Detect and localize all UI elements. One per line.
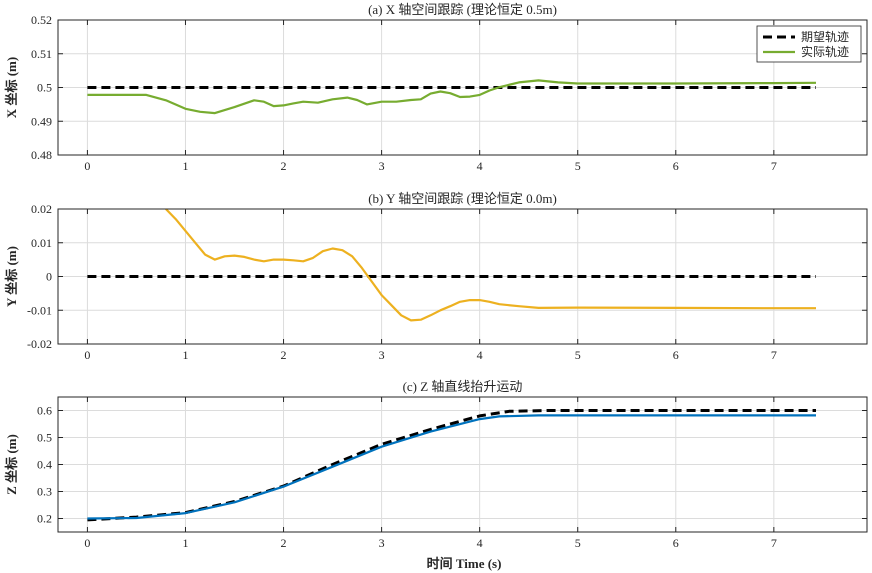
y-tick-label: 0.49 — [31, 114, 52, 128]
x-tick-label: 4 — [477, 348, 483, 362]
y-tick-label: 0.4 — [37, 458, 52, 472]
x-tick-label: 7 — [771, 536, 777, 550]
subplot-title: (b) Y 轴空间跟踪 (理论恒定 0.0m) — [368, 191, 557, 206]
subplot-title: (c) Z 轴直线抬升运动 — [403, 379, 523, 394]
x-tick-label: 0 — [84, 536, 90, 550]
x-tick-label: 3 — [379, 348, 385, 362]
x-tick-label: 7 — [771, 348, 777, 362]
x-tick-label: 1 — [182, 348, 188, 362]
y-tick-label: 0.01 — [31, 236, 52, 250]
x-tick-label: 6 — [673, 348, 679, 362]
legend-box — [756, 25, 862, 63]
actual-trajectory-line — [165, 209, 816, 322]
y-tick-label: 0.51 — [31, 47, 52, 61]
figure-xlabel: 时间 Time (s) — [427, 556, 502, 571]
x-tick-label: 5 — [575, 159, 581, 173]
y-tick-label: 0.5 — [37, 81, 52, 95]
actual-trajectory-line — [87, 414, 816, 520]
subplot-title: (a) X 轴空间跟踪 (理论恒定 0.5m) — [368, 2, 557, 17]
y-axis-label: Y 坐标 (m) — [4, 246, 19, 307]
y-tick-label: -0.01 — [27, 303, 52, 317]
y-tick-label: 0.02 — [31, 202, 52, 216]
x-tick-label: 1 — [182, 159, 188, 173]
x-tick-label: 4 — [477, 536, 483, 550]
x-tick-label: 6 — [673, 536, 679, 550]
subplot-1: 0 1 2 3 4 5 6 7 -0.02 -0.01 0 0.01 0.02 (b) Y 轴空间跟踪 (… — [4, 191, 868, 362]
x-tick-label: 0 — [84, 348, 90, 362]
y-tick-label: -0.02 — [27, 337, 52, 351]
x-tick-label: 1 — [182, 536, 188, 550]
y-axis-label: X 坐标 (m) — [4, 57, 19, 118]
y-tick-label: 0.48 — [31, 148, 52, 162]
x-tick-label: 7 — [771, 159, 777, 173]
y-tick-label: 0.52 — [31, 13, 52, 27]
x-tick-label: 0 — [84, 159, 90, 173]
actual-trajectory-line — [87, 79, 817, 115]
y-tick-label: 0.2 — [37, 512, 52, 526]
y-tick-label: 0 — [46, 270, 52, 284]
x-tick-label: 2 — [281, 159, 287, 173]
x-tick-label: 5 — [575, 536, 581, 550]
x-tick-label: 3 — [379, 159, 385, 173]
legend-entry-label: 实际轨迹 — [801, 44, 849, 59]
x-tick-label: 6 — [673, 159, 679, 173]
legend-entry-label: 期望轨迹 — [801, 30, 849, 44]
y-tick-label: 0.3 — [37, 485, 52, 499]
x-tick-label: 4 — [477, 159, 483, 173]
y-tick-label: 0.5 — [37, 431, 52, 445]
y-axis-label: Z 坐标 (m) — [4, 434, 19, 495]
subplot-2: 0 1 2 3 4 5 6 7 0.2 0.3 0.4 0.5 0.6 (c) Z 轴直线抬升运动 Z 坐标… — [4, 379, 868, 550]
x-tick-label: 2 — [281, 348, 287, 362]
x-tick-label: 5 — [575, 348, 581, 362]
y-tick-label: 0.6 — [37, 404, 52, 418]
x-tick-label: 3 — [379, 536, 385, 550]
subplot-0: 0 1 2 3 4 5 6 7 0.48 0.49 0.5 0.51 0.52 (a) X 轴空间跟踪 (… — [4, 2, 868, 173]
x-tick-label: 2 — [281, 536, 287, 550]
